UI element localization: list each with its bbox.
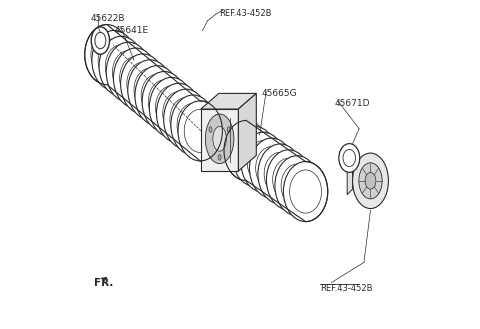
Ellipse shape <box>283 162 328 222</box>
Ellipse shape <box>156 86 188 129</box>
Ellipse shape <box>224 120 268 181</box>
Text: REF.43-452B: REF.43-452B <box>320 284 372 292</box>
Ellipse shape <box>256 146 288 190</box>
Ellipse shape <box>250 138 294 198</box>
Ellipse shape <box>178 101 222 161</box>
Ellipse shape <box>106 42 151 102</box>
Ellipse shape <box>258 144 302 204</box>
Ellipse shape <box>289 170 322 213</box>
Ellipse shape <box>275 156 319 216</box>
Ellipse shape <box>170 97 202 141</box>
Ellipse shape <box>209 127 212 132</box>
Ellipse shape <box>156 83 201 143</box>
Ellipse shape <box>141 74 173 117</box>
Text: 45671D: 45671D <box>335 99 370 108</box>
Ellipse shape <box>218 155 221 160</box>
Text: 45641E: 45641E <box>114 26 148 35</box>
Polygon shape <box>201 93 256 109</box>
Ellipse shape <box>142 71 187 132</box>
Ellipse shape <box>227 127 230 132</box>
Ellipse shape <box>239 135 271 178</box>
Ellipse shape <box>232 126 277 186</box>
Ellipse shape <box>266 150 311 210</box>
Ellipse shape <box>339 144 360 172</box>
Polygon shape <box>347 167 352 195</box>
Ellipse shape <box>91 33 123 76</box>
Text: 45665G: 45665G <box>261 89 297 98</box>
Polygon shape <box>239 93 256 171</box>
Ellipse shape <box>112 51 144 94</box>
Ellipse shape <box>273 158 305 201</box>
Ellipse shape <box>95 32 106 49</box>
Ellipse shape <box>98 39 130 82</box>
Ellipse shape <box>281 164 313 207</box>
Ellipse shape <box>134 68 166 112</box>
Ellipse shape <box>128 60 172 120</box>
Ellipse shape <box>184 109 216 153</box>
Ellipse shape <box>230 129 262 172</box>
Ellipse shape <box>352 153 388 209</box>
Ellipse shape <box>247 140 279 184</box>
Ellipse shape <box>84 25 129 85</box>
Ellipse shape <box>163 92 195 135</box>
Ellipse shape <box>343 149 356 166</box>
Ellipse shape <box>164 89 208 149</box>
Ellipse shape <box>120 54 165 114</box>
Polygon shape <box>201 109 239 171</box>
Ellipse shape <box>91 27 109 54</box>
Text: FR.: FR. <box>94 278 113 288</box>
Text: 45622B: 45622B <box>91 14 125 23</box>
Ellipse shape <box>113 48 158 108</box>
Ellipse shape <box>359 163 382 199</box>
Ellipse shape <box>365 172 376 189</box>
Ellipse shape <box>92 30 136 90</box>
Ellipse shape <box>149 77 193 138</box>
Ellipse shape <box>241 132 285 192</box>
Ellipse shape <box>177 103 209 147</box>
Ellipse shape <box>264 152 296 195</box>
Ellipse shape <box>127 62 159 106</box>
Ellipse shape <box>148 80 180 123</box>
Ellipse shape <box>99 36 144 96</box>
Ellipse shape <box>105 45 137 88</box>
Ellipse shape <box>135 66 180 126</box>
Ellipse shape <box>120 57 152 100</box>
Ellipse shape <box>171 95 215 155</box>
Ellipse shape <box>205 114 234 164</box>
Text: REF.43-452B: REF.43-452B <box>219 9 271 17</box>
Ellipse shape <box>213 126 227 151</box>
